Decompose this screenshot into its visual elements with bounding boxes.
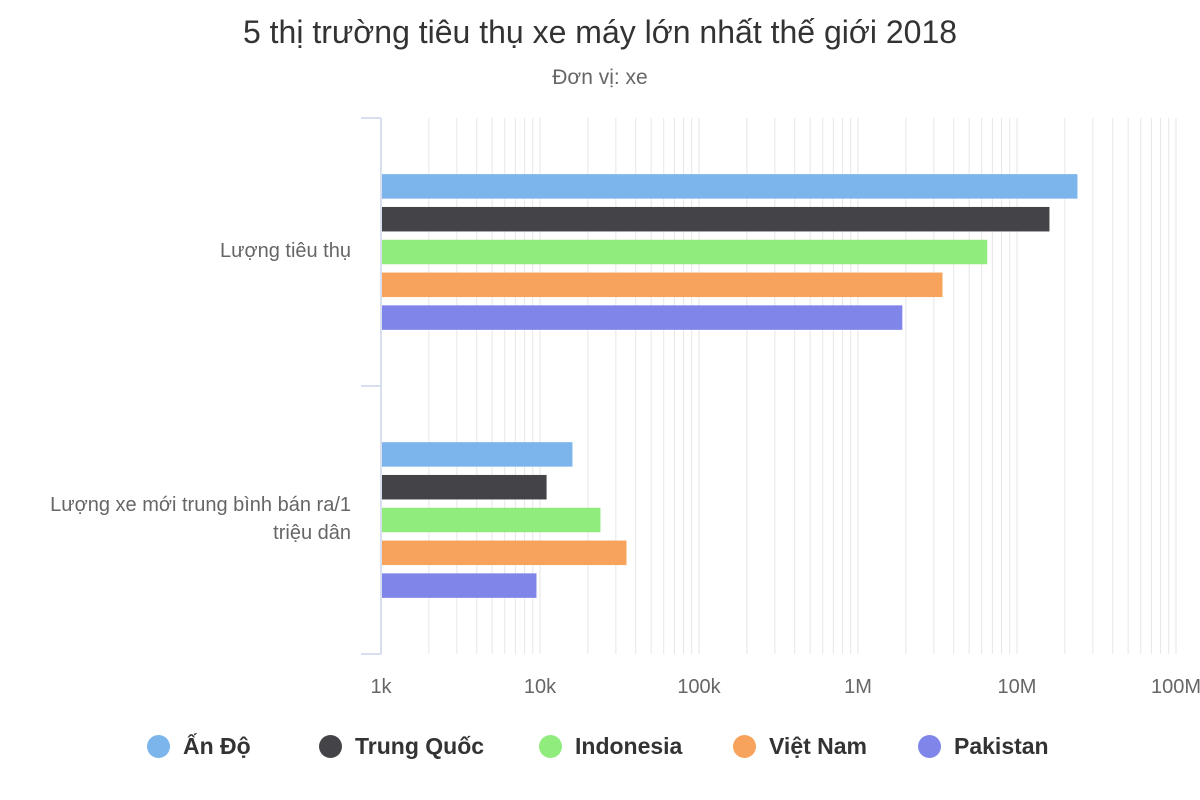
legend-label: Pakistan — [954, 732, 1049, 759]
legend-label: Ấn Độ — [183, 732, 251, 759]
bar — [382, 507, 601, 533]
legend-item[interactable]: Trung Quốc — [319, 726, 484, 766]
legend-label: Trung Quốc — [355, 732, 485, 759]
bar — [382, 573, 537, 598]
legend-marker — [319, 734, 342, 758]
legend-marker — [539, 734, 562, 758]
legend: Ấn Độ Trung Quốc Indonesia Việt Nam Pakistan — [0, 726, 1200, 766]
chart-subtitle: Đơn vị: xe — [552, 66, 648, 89]
bar — [382, 239, 988, 265]
legend-label: Indonesia — [575, 732, 683, 759]
legend-marker — [918, 734, 941, 758]
x-tick-label: 10M — [998, 676, 1037, 698]
x-tick-label: 100M — [1151, 676, 1200, 698]
legend-item[interactable]: Indonesia — [539, 726, 682, 766]
bar — [382, 305, 903, 330]
legend-item[interactable]: Việt Nam — [733, 726, 867, 766]
x-tick-label: 10k — [524, 676, 557, 698]
chart-title: 5 thị trường tiêu thụ xe máy lớn nhất th… — [242, 14, 958, 50]
legend-item[interactable]: Pakistan — [918, 726, 1049, 766]
legend-item[interactable]: Ấn Độ — [147, 726, 251, 766]
bar — [382, 272, 943, 298]
x-tick-label: 100k — [677, 676, 721, 698]
category-label: Lượng tiêu thụ — [220, 240, 351, 262]
legend-label: Việt Nam — [769, 732, 868, 759]
bar — [382, 442, 573, 467]
category-label: Lượng xe mới trung bình bán ra/1 triệu dâ… — [50, 494, 351, 544]
bar — [382, 474, 547, 500]
x-tick-label: 1M — [844, 676, 872, 698]
legend-marker — [733, 734, 756, 758]
legend-marker — [147, 734, 170, 758]
bar — [382, 540, 627, 566]
x-tick-label: 1k — [370, 676, 392, 698]
bar — [382, 174, 1078, 199]
bar — [382, 206, 1050, 232]
